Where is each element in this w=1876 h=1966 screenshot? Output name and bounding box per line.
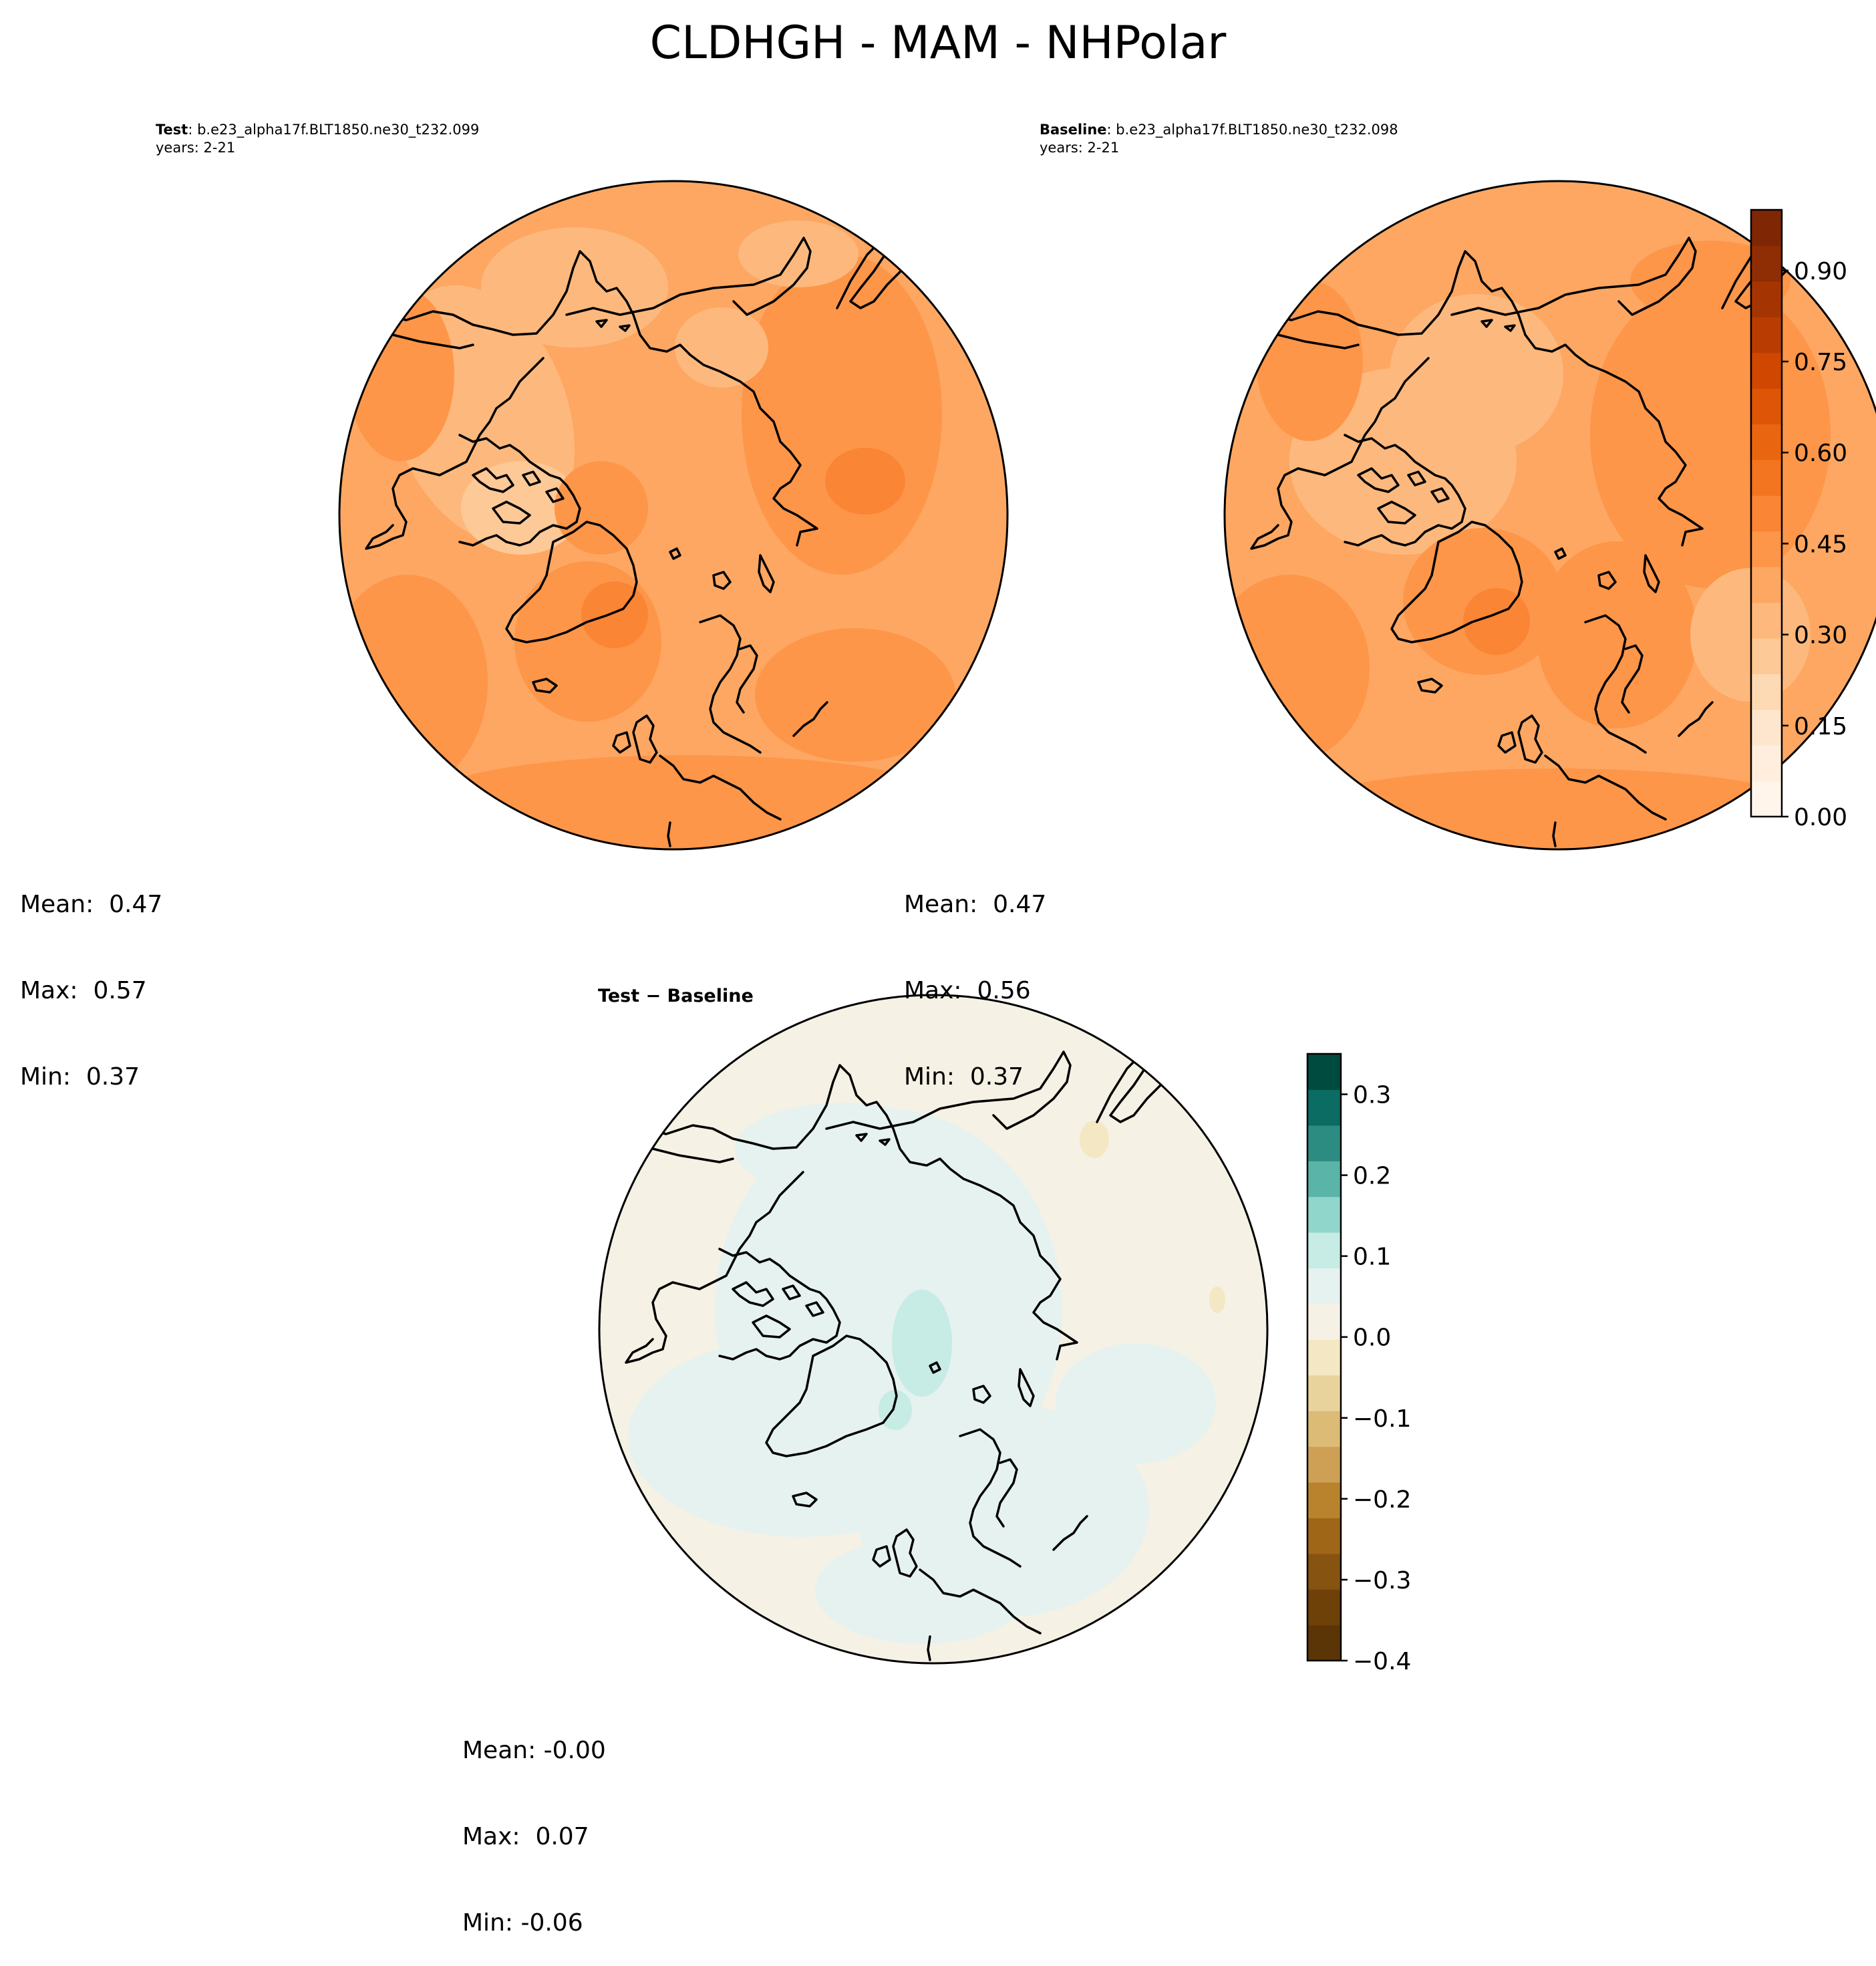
colorbar-diff-swatch (1307, 1196, 1341, 1233)
baseline-max: Max: 0.56 (904, 977, 1031, 1004)
colorbar-diff-tick-label: −0.3 (1353, 1567, 1411, 1594)
colorbar-diff-swatch (1307, 1375, 1341, 1411)
test-case-name: : b.e23_alpha17f.BLT1850.ne30_t232.099 (188, 122, 480, 138)
colorbar-main: 0.00 0.15 0.30 0.45 0.60 0.75 0.90 (1750, 208, 1847, 831)
colorbar-main-swatch (1751, 709, 1782, 746)
colorbar-main-swatch (1751, 352, 1782, 389)
test-map (338, 180, 1009, 851)
colorbar-main-tick-label: 0.15 (1794, 713, 1847, 740)
baseline-min: Min: 0.37 (904, 1063, 1024, 1091)
colorbar-diff-swatch (1307, 1625, 1341, 1661)
colorbar-diff-tick-label: 0.1 (1353, 1244, 1391, 1271)
colorbar-main-swatch (1751, 674, 1782, 710)
baseline-panel-title: Baseline: b.e23_alpha17f.BLT1850.ne30_t2… (1040, 121, 1398, 157)
difference-max: Max: 0.07 (462, 1823, 589, 1850)
baseline-years: years: 2-21 (1040, 140, 1120, 156)
colorbar-diff-tick-label: −0.4 (1353, 1648, 1411, 1675)
difference-min: Min: -0.06 (462, 1909, 583, 1937)
colorbar-diff-tick-label: −0.2 (1353, 1486, 1411, 1514)
test-mean: Mean: 0.47 (20, 891, 163, 918)
colorbar-diff-tick-label: 0.2 (1353, 1163, 1391, 1190)
colorbar-main-swatch (1751, 781, 1782, 817)
baseline-label: Baseline (1040, 122, 1107, 138)
colorbar-main-swatch (1751, 745, 1782, 782)
colorbar-main-swatch (1751, 317, 1782, 354)
colorbar-main-tick-label: 0.75 (1794, 349, 1847, 376)
colorbar-diff-tick-label: −0.1 (1353, 1405, 1411, 1433)
colorbar-main-swatch (1751, 281, 1782, 317)
colorbar-main-frame (1750, 208, 1783, 818)
colorbar-main-swatch (1751, 424, 1782, 460)
colorbar-main-swatch (1751, 245, 1782, 282)
colorbar-diff-swatch (1307, 1303, 1341, 1340)
difference-map (598, 994, 1269, 1665)
colorbar-main-swatch (1751, 638, 1782, 674)
baseline-stats: Mean: 0.47 Max: 0.56 Min: 0.37 (904, 833, 1046, 1120)
test-stats: Mean: 0.47 Max: 0.57 Min: 0.37 (20, 833, 162, 1120)
colorbar-diff-frame (1306, 1052, 1342, 1662)
colorbar-diff-swatch (1307, 1411, 1341, 1447)
figure-title: CLDHGH - MAM - NHPolar (649, 17, 1227, 69)
colorbar-diff-swatch (1307, 1232, 1341, 1269)
colorbar-diff-swatch (1307, 1125, 1341, 1161)
colorbar-main-swatch (1751, 210, 1782, 247)
difference-mean: Mean: -0.00 (462, 1737, 606, 1764)
test-years: years: 2-21 (156, 140, 236, 156)
colorbar-diff-swatch (1307, 1482, 1341, 1518)
test-min: Min: 0.37 (20, 1063, 140, 1091)
colorbar-diff-swatch (1307, 1518, 1341, 1554)
test-label: Test (156, 122, 188, 138)
colorbar-main-swatch (1751, 567, 1782, 603)
colorbar-diff-swatch (1307, 1054, 1341, 1091)
colorbar-main-tick-label: 0.90 (1794, 258, 1847, 285)
colorbar-main-tick-label: 0.45 (1794, 531, 1847, 558)
colorbar-diff-swatch (1307, 1553, 1341, 1590)
colorbar-main-swatch (1751, 602, 1782, 639)
figure-canvas: 0.000.150.300.450.600.750.90 0.30.20.10.… (338, 180, 1876, 1675)
colorbar-main-tick-label: 0.00 (1794, 804, 1847, 831)
test-panel-title: Test: b.e23_alpha17f.BLT1850.ne30_t232.0… (156, 121, 479, 157)
colorbar-diff-tick-label: 0.0 (1353, 1324, 1391, 1352)
baseline-case-name: : b.e23_alpha17f.BLT1850.ne30_t232.098 (1106, 122, 1398, 138)
colorbar-diff-swatch (1307, 1589, 1341, 1626)
colorbar-diff-swatch (1307, 1446, 1341, 1483)
colorbar-main-swatch (1751, 459, 1782, 496)
difference-stats: Mean: -0.00 Max: 0.07 Min: -0.06 (462, 1679, 606, 1966)
colorbar-diff-swatch (1307, 1339, 1341, 1376)
colorbar-diff-swatch (1307, 1161, 1341, 1198)
colorbar-main-tick-label: 0.30 (1794, 622, 1847, 650)
colorbar-main-swatch (1751, 388, 1782, 425)
colorbar-diff: 0.3 0.2 0.1 0.0 −0.1 −0.2 −0.3 −0.4 (1306, 1052, 1411, 1675)
colorbar-diff-tick-label: 0.3 (1353, 1082, 1391, 1109)
difference-panel-title: Test − Baseline (598, 986, 754, 1006)
baseline-mean: Mean: 0.47 (904, 891, 1047, 918)
colorbar-main-swatch (1751, 531, 1782, 567)
colorbar-diff-swatch (1307, 1089, 1341, 1126)
test-max: Max: 0.57 (20, 977, 147, 1004)
colorbar-main-swatch (1751, 495, 1782, 532)
colorbar-main-tick-label: 0.60 (1794, 440, 1847, 467)
colorbar-diff-swatch (1307, 1268, 1341, 1304)
